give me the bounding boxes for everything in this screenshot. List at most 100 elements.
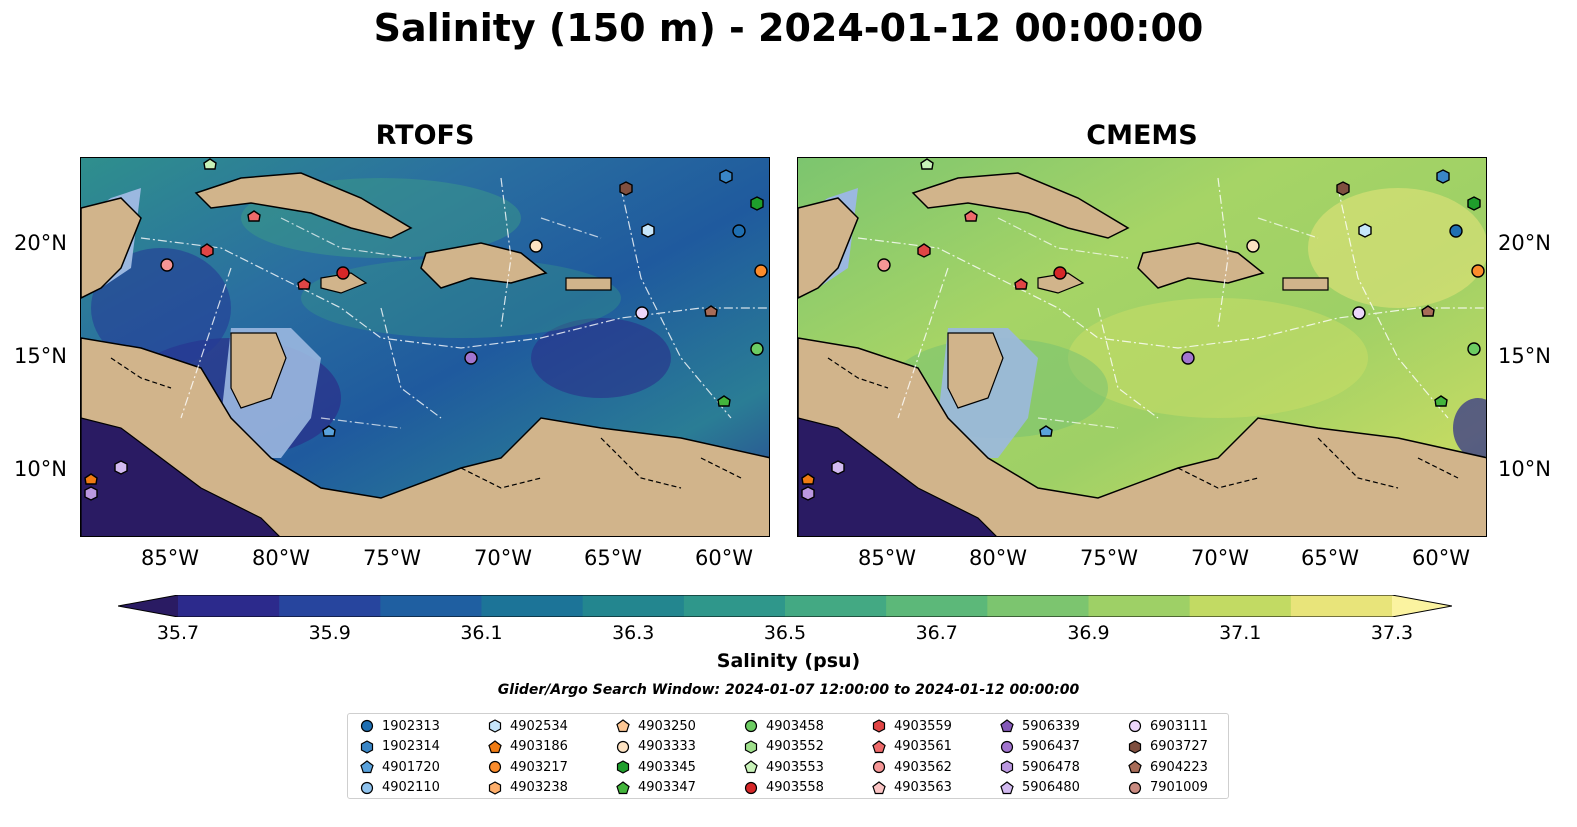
legend-item-label: 4903561: [894, 739, 952, 755]
figure-title: Salinity (150 m) - 2024-01-12 00:00:00: [373, 6, 1204, 50]
legend-item: 4902534: [488, 716, 568, 737]
legend-item-label: 4903552: [766, 739, 824, 755]
lon-label-75w-rtofs: 75°W: [363, 546, 421, 570]
hexagon-marker-icon: [1128, 740, 1142, 754]
legend-item: 4903345: [616, 757, 696, 778]
legend-item-label: 1902314: [382, 739, 440, 755]
lon-label-75w-cmems: 75°W: [1080, 546, 1138, 570]
lon-label-70w-cmems: 70°W: [1191, 546, 1249, 570]
pentagon-marker-icon: [1000, 719, 1014, 733]
legend-item: 4903217: [488, 757, 568, 778]
panel-title-cmems: CMEMS: [1086, 120, 1198, 151]
circle-marker-icon: [744, 720, 758, 733]
legend-item: 1902314: [360, 737, 440, 758]
colorbar-segment: [886, 595, 988, 617]
legend-item-label: 4903333: [638, 739, 696, 755]
legend-item: 4901720: [360, 757, 440, 778]
colorbar-segment: [380, 595, 482, 617]
colorbar-tick-label: 36.9: [1067, 622, 1110, 644]
colorbar-tick-label: 35.7: [156, 622, 200, 644]
hexagon-marker-icon: [488, 719, 502, 733]
colorbar-tick-label: 36.7: [915, 622, 958, 644]
colorbar-segment: [1290, 595, 1393, 617]
hexagon-marker-icon: [360, 740, 374, 754]
legend-column: 1902313 1902314 4901720 4902110: [360, 716, 440, 798]
pentagon-marker-icon: [488, 740, 502, 753]
legend-item-label: 4903217: [510, 759, 568, 775]
legend-item-label: 4903250: [638, 718, 696, 734]
legend-item-label: 4902534: [510, 718, 568, 734]
map-rtofs: [80, 157, 770, 537]
hexagon-marker-icon: [1000, 760, 1014, 774]
lon-label-60w-cmems: 60°W: [1412, 546, 1470, 570]
legend-item-label: 4903563: [894, 780, 952, 796]
colorbar-segment: [481, 595, 584, 617]
hexagon-marker-icon: [744, 740, 758, 754]
colorbar-extend-low: [118, 595, 178, 617]
pentagon-marker-icon: [616, 781, 630, 794]
circle-marker-icon: [488, 761, 502, 774]
legend-column: 5906339 5906437 5906478 5906480: [1000, 716, 1080, 798]
colorbar-segment: [582, 595, 685, 617]
legend-item: 4903552: [744, 737, 824, 758]
search-window-text: Glider/Argo Search Window: 2024-01-07 12…: [497, 682, 1080, 698]
lat-label-20n-left: 20°N: [14, 231, 67, 255]
lon-label-60w-rtofs: 60°W: [695, 546, 753, 570]
colorbar-tick-label: 36.1: [460, 622, 503, 644]
circle-marker-icon: [872, 761, 886, 774]
colorbar-segment: [1088, 595, 1191, 617]
legend-item-label: 1902313: [382, 718, 440, 734]
legend-item-label: 4903559: [894, 718, 952, 734]
colorbar-tick-label: 37.1: [1219, 622, 1262, 644]
legend-item-label: 6903111: [1150, 718, 1208, 734]
legend-item-label: 4903562: [894, 759, 952, 775]
colorbar-extend-high: [1392, 595, 1452, 617]
legend-item: 4903558: [744, 778, 824, 799]
lon-label-85w-rtofs: 85°W: [141, 546, 199, 570]
legend-item: 1902313: [360, 716, 440, 737]
colorbar-segment: [178, 595, 280, 617]
lat-label-20n-right: 20°N: [1498, 231, 1551, 255]
circle-marker-icon: [1128, 781, 1142, 794]
legend-item-label: 4903238: [510, 780, 568, 796]
legend-item: 4903563: [872, 778, 952, 799]
legend-column: 4903458 4903552 4903553 4903558: [744, 716, 824, 798]
legend-item: 7901009: [1128, 778, 1208, 799]
legend-item-label: 7901009: [1150, 780, 1208, 796]
pentagon-marker-icon: [1000, 781, 1014, 794]
legend-item: 4903559: [872, 716, 952, 737]
float-legend: 1902313 1902314 4901720 4902110 4902534 49031…: [347, 713, 1229, 799]
legend-item-label: 4903458: [766, 718, 824, 734]
legend-item-label: 4903553: [766, 759, 824, 775]
lat-label-10n-left: 10°N: [14, 457, 67, 481]
legend-item: 4903553: [744, 757, 824, 778]
colorbar: [118, 595, 1452, 617]
legend-item-label: 5906339: [1022, 718, 1080, 734]
colorbar-tick-label: 35.9: [308, 622, 351, 644]
colorbar-segment: [987, 595, 1089, 617]
legend-item-label: 5906437: [1022, 739, 1080, 755]
hexagon-marker-icon: [488, 781, 502, 795]
colorbar-tick-label: 36.3: [612, 622, 655, 644]
colorbar-label: Salinity (psu): [716, 650, 861, 672]
pentagon-marker-icon: [616, 719, 630, 733]
colorbar-segment: [683, 595, 786, 617]
legend-item: 4903333: [616, 737, 696, 758]
circle-marker-icon: [1128, 720, 1142, 733]
lat-label-10n-right: 10°N: [1498, 457, 1551, 481]
legend-column: 4903250 4903333 4903345 4903347: [616, 716, 696, 798]
legend-item: 6904223: [1128, 757, 1208, 778]
panel-title-rtofs: RTOFS: [375, 120, 475, 151]
legend-item-label: 4903347: [638, 780, 696, 796]
legend-item: 4903347: [616, 778, 696, 799]
rtofs-map-canvas: [81, 158, 769, 536]
pentagon-marker-icon: [360, 760, 374, 774]
legend-item-label: 5906480: [1022, 780, 1080, 796]
legend-item-label: 4901720: [382, 759, 440, 775]
cmems-map-canvas: [798, 158, 1486, 536]
lon-label-80w-cmems: 80°W: [969, 546, 1027, 570]
circle-marker-icon: [616, 740, 630, 753]
legend-item: 5906437: [1000, 737, 1080, 758]
lat-label-15n-left: 15°N: [14, 344, 67, 368]
circle-marker-icon: [744, 781, 758, 794]
